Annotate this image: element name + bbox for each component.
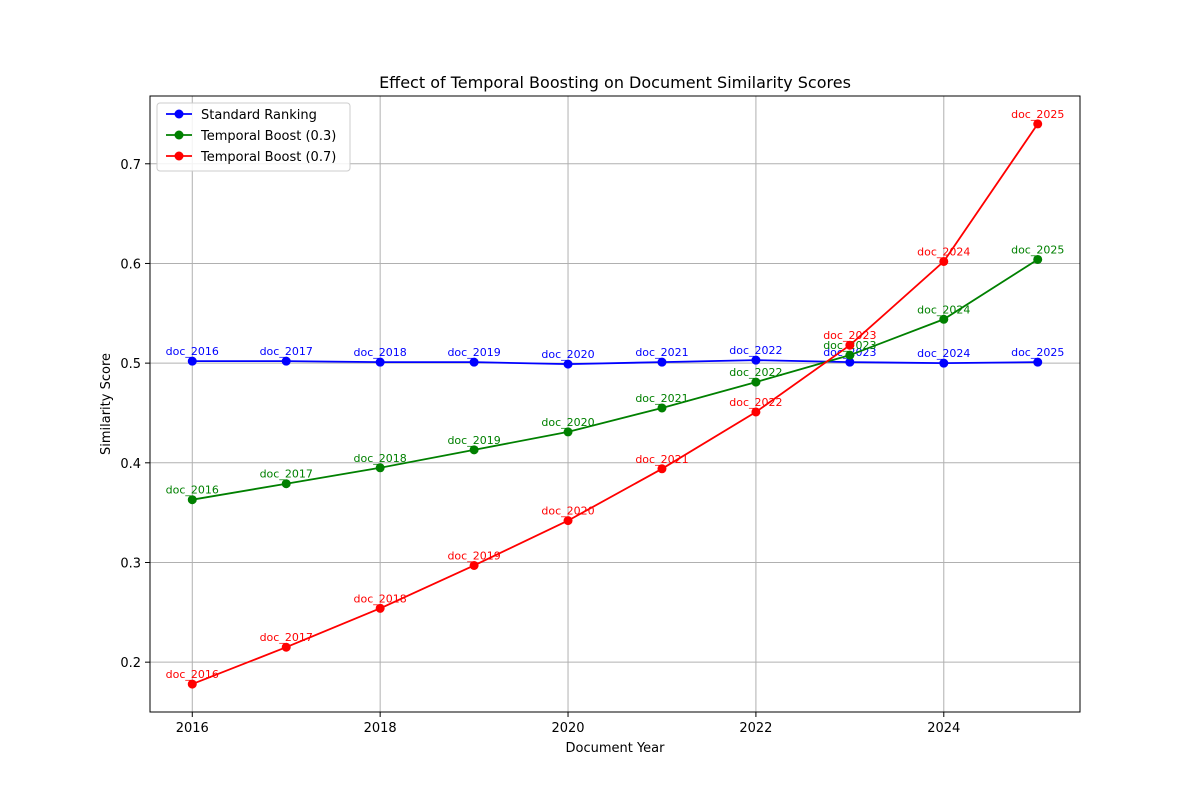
point-label: doc_2024: [917, 347, 970, 360]
point-label: doc_2020: [541, 416, 594, 429]
legend-box: [156, 102, 351, 172]
legend-label: Temporal Boost (0.3): [200, 129, 336, 144]
point-label: doc_2021: [635, 392, 688, 405]
x-tick-label: 2024: [927, 721, 960, 736]
y-tick-label: 0.2: [120, 656, 141, 671]
point-label: doc_2021: [635, 346, 688, 359]
point-label: doc_2019: [447, 434, 500, 447]
y-tick-label: 0.4: [120, 457, 141, 472]
y-axis-label: Similarity Score: [99, 353, 114, 455]
point-label: doc_2020: [541, 505, 594, 518]
legend-swatch-marker: [174, 130, 184, 140]
series-line: [192, 258, 1039, 501]
y-tick-label: 0.3: [120, 556, 141, 571]
data-point: [1033, 357, 1043, 367]
data-point: [939, 358, 949, 368]
point-label: doc_2021: [635, 453, 688, 466]
data-point: [939, 314, 949, 324]
series-line: [192, 359, 1038, 366]
data-point: [751, 377, 761, 387]
point-label: doc_2024: [917, 303, 970, 316]
series-0: doc_2016 doc_2017 doc_2018 doc_2019 doc_2020…: [166, 344, 1064, 369]
data-point: [657, 464, 667, 474]
data-point: [845, 350, 855, 360]
series-1: doc_2016 doc_2017 doc_2018 doc_2019 doc_2020…: [166, 243, 1064, 505]
point-label: doc_2025: [1011, 346, 1064, 359]
chart-title: Effect of Temporal Boosting on Document …: [379, 73, 851, 92]
x-tick-label: 2018: [364, 721, 397, 736]
point-label: doc_2020: [541, 348, 594, 361]
data-point: [845, 340, 855, 350]
data-point: [751, 355, 761, 365]
data-point: [563, 516, 573, 526]
legend-item: Temporal Boost (0.7): [166, 150, 336, 165]
legend-label: Standard Ranking: [201, 108, 317, 123]
point-label: doc_2017: [260, 631, 313, 644]
data-point: [375, 463, 385, 473]
data-point: [469, 445, 479, 455]
legend-item: Standard Ranking: [166, 108, 317, 123]
data-point: [563, 427, 573, 437]
point-label: doc_2019: [447, 346, 500, 359]
data-point: [845, 357, 855, 367]
point-label: doc_2016: [166, 484, 219, 497]
data-point: [1033, 254, 1043, 264]
legend-label: Temporal Boost (0.7): [200, 150, 336, 165]
legend-item: Temporal Boost (0.3): [166, 129, 336, 144]
point-label: doc_2024: [917, 245, 970, 258]
point-label: doc_2016: [166, 345, 219, 358]
data-point: [657, 357, 667, 367]
legend-swatch-marker: [174, 151, 184, 161]
point-label: doc_2023: [823, 329, 876, 342]
point-label: doc_2022: [729, 366, 782, 379]
series-layer: doc_2016 doc_2017 doc_2018 doc_2019 doc_2020…: [166, 108, 1064, 689]
data-point: [939, 256, 949, 266]
legend: Standard Ranking Temporal Boost (0.3) Temp…: [156, 102, 351, 172]
point-label: doc_2025: [1011, 243, 1064, 256]
plot-area-frame: [149, 95, 1081, 713]
data-point: [281, 356, 291, 366]
point-label: doc_2018: [354, 346, 407, 359]
point-label: doc_2022: [729, 396, 782, 409]
series-line: [191, 123, 1039, 685]
x-axis-label: Document Year: [565, 741, 665, 756]
x-tick-label: 2022: [739, 721, 772, 736]
point-label: doc_2018: [354, 452, 407, 465]
legend-swatch-marker: [174, 109, 184, 119]
point-label: doc_2025: [1011, 108, 1064, 121]
data-point: [1033, 119, 1043, 129]
data-point: [187, 679, 197, 689]
data-point: [281, 479, 291, 489]
data-point: [375, 603, 385, 613]
y-tick-label: 0.6: [120, 257, 141, 272]
point-label: doc_2017: [260, 468, 313, 481]
data-point: [281, 642, 291, 652]
point-label: doc_2022: [729, 344, 782, 357]
data-point: [187, 356, 197, 366]
data-point: [469, 560, 479, 570]
data-point: [187, 495, 197, 505]
point-label: doc_2019: [447, 549, 500, 562]
series-2: doc_2016 doc_2017 doc_2018 doc_2019 doc_2020…: [166, 108, 1064, 689]
axis-ticks: 2016 2018 2020 2022 2024 0.2 0.3 0.4 0.5 0.6 0.7: [120, 158, 960, 736]
y-tick-label: 0.5: [120, 357, 141, 372]
point-label: doc_2017: [260, 345, 313, 358]
data-point: [751, 407, 761, 417]
x-tick-label: 2016: [176, 721, 209, 736]
grid-lines: [150, 96, 1080, 712]
point-label: doc_2018: [354, 592, 407, 605]
data-point: [657, 403, 667, 413]
x-tick-label: 2020: [551, 721, 584, 736]
data-point: [469, 357, 479, 367]
y-tick-label: 0.7: [120, 158, 141, 173]
data-point: [375, 357, 385, 367]
point-label: doc_2016: [166, 668, 219, 681]
data-point: [563, 359, 573, 369]
